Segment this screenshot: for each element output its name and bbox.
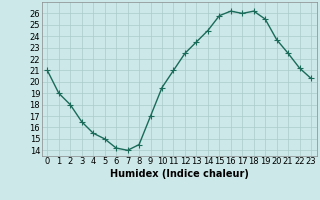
X-axis label: Humidex (Indice chaleur): Humidex (Indice chaleur) [110, 169, 249, 179]
